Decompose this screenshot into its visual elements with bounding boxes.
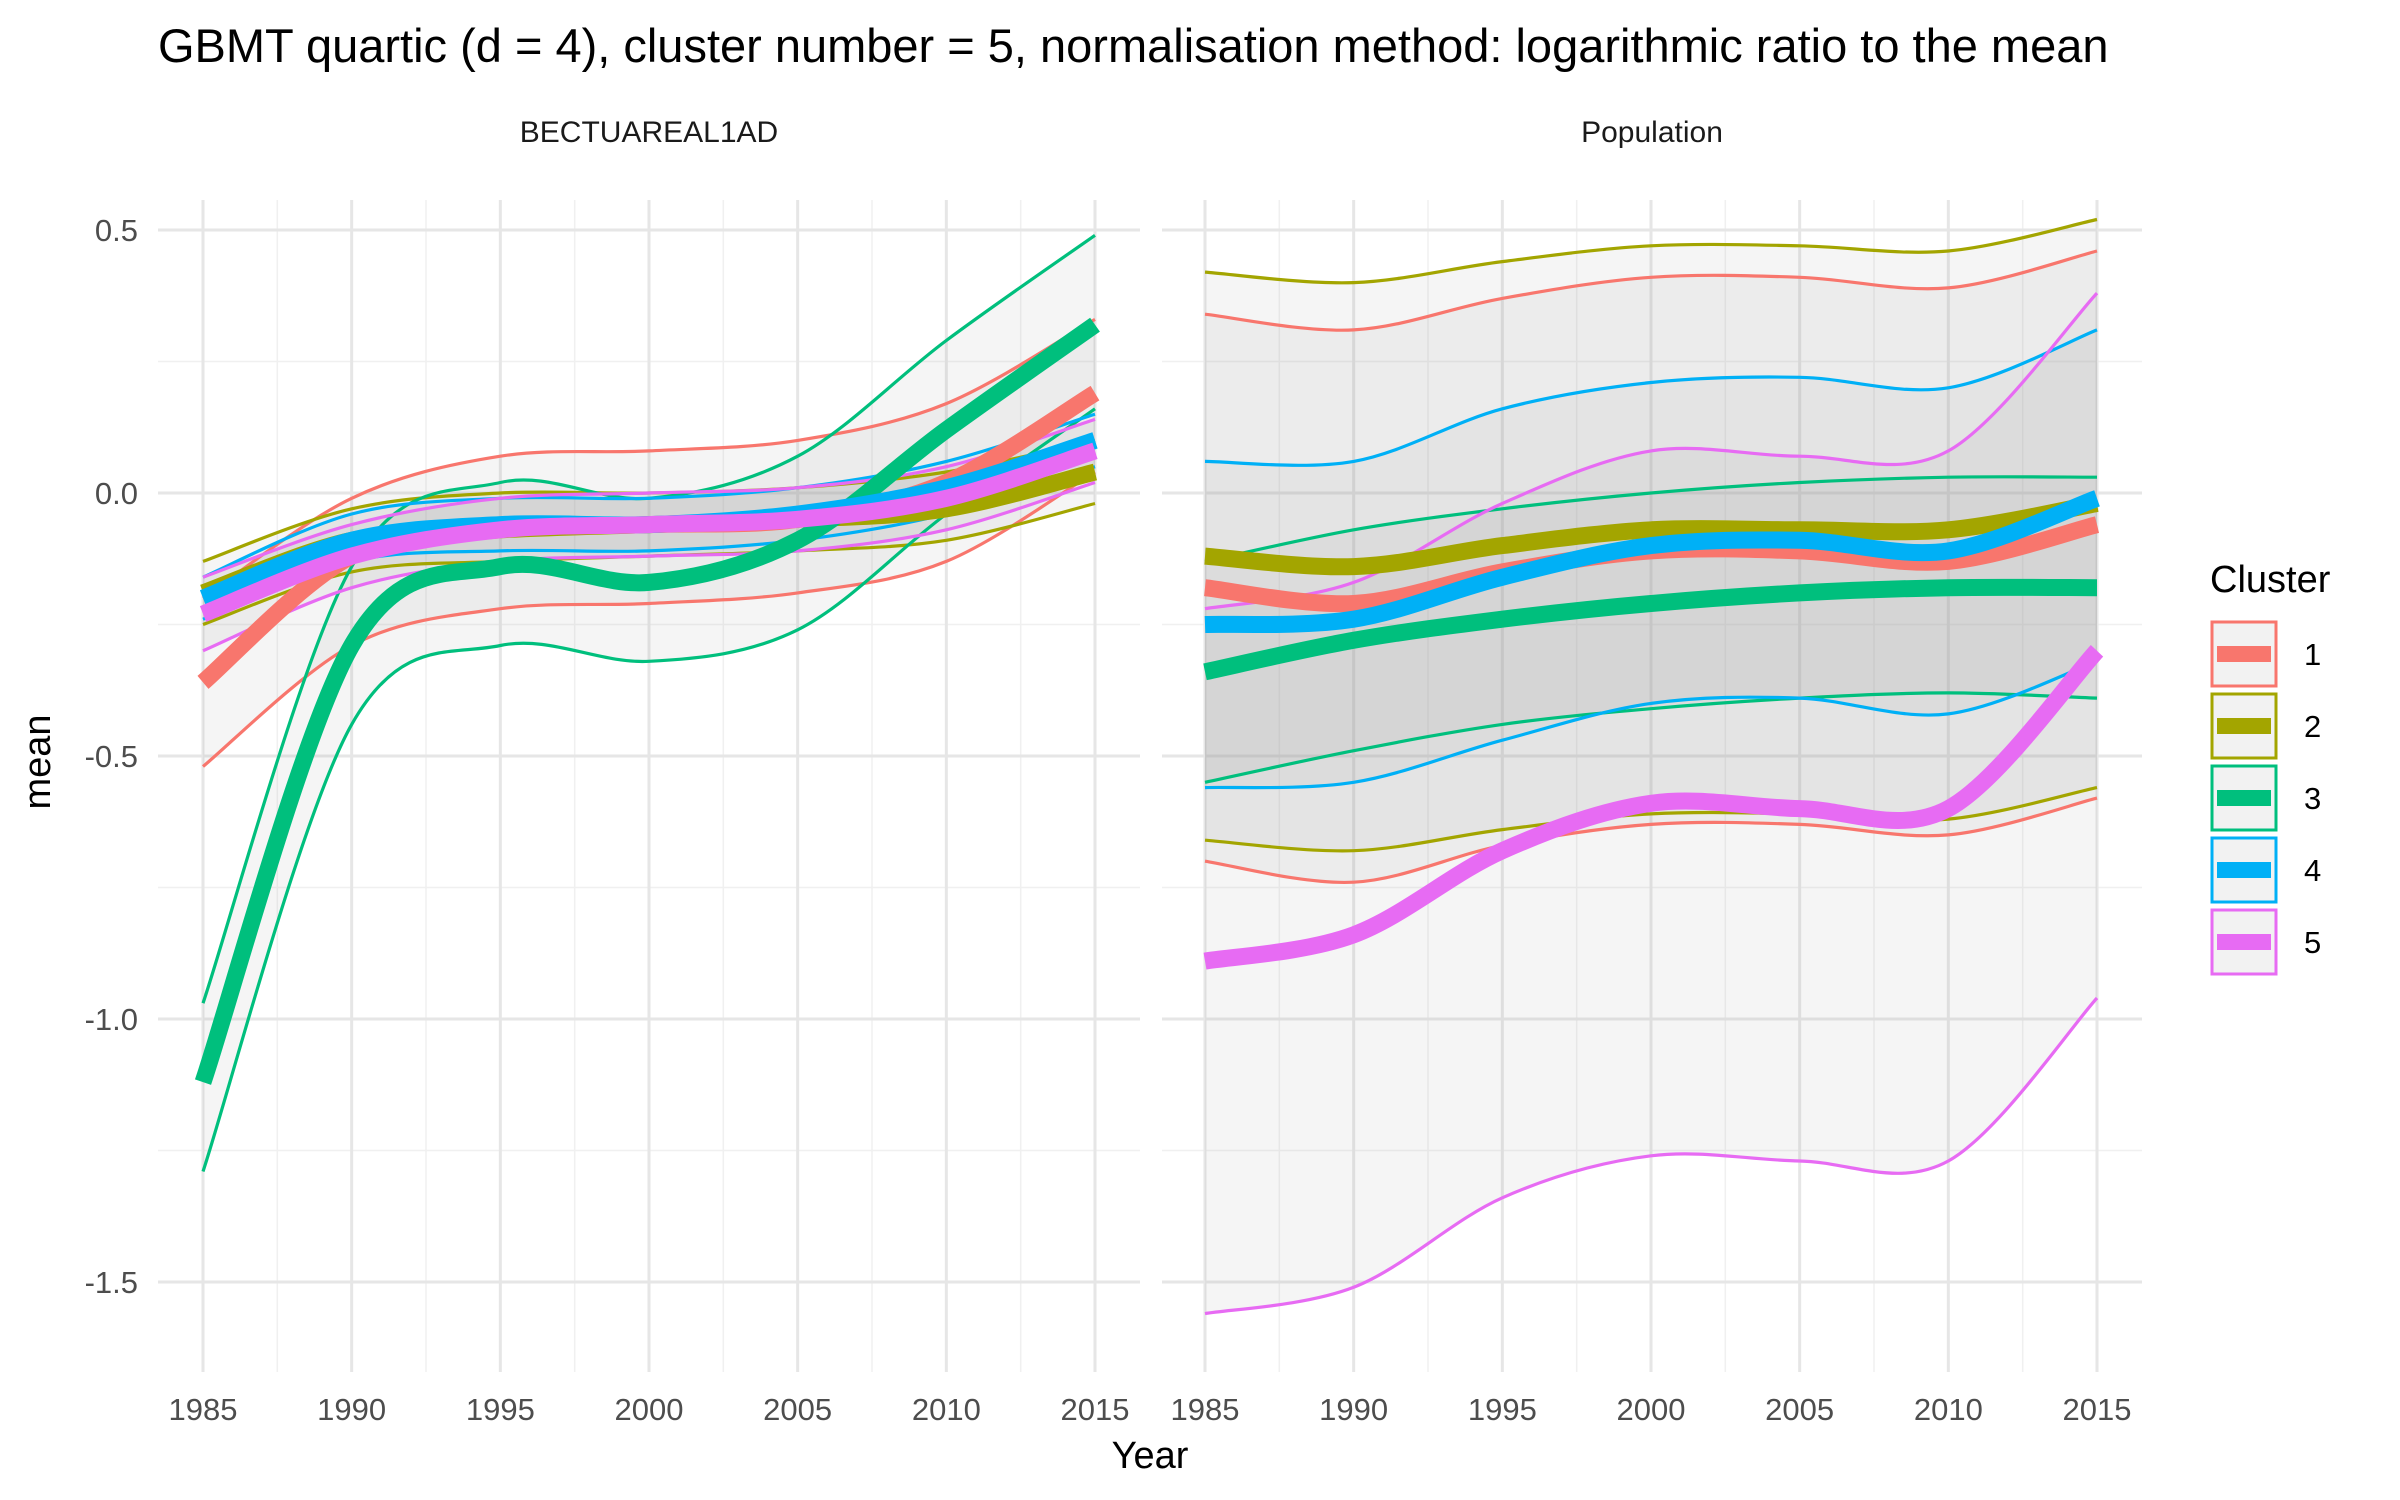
x-tick-label: 1990 bbox=[317, 1392, 386, 1427]
legend-label: 5 bbox=[2304, 925, 2321, 960]
upper-bound-cluster-2 bbox=[1204, 217, 2098, 285]
ribbon-cluster-1 bbox=[1205, 251, 2097, 883]
legend-item-2: 2 bbox=[2210, 692, 2321, 760]
upper-bound-cluster-5 bbox=[202, 417, 1096, 579]
panel-0: BECTUAREAL1AD 1985 1990 1995 2000 2005 2010 201… bbox=[158, 116, 1140, 1427]
legend: Cluster 1 2 3 4 5 bbox=[2210, 559, 2331, 976]
upper-bound-cluster-4 bbox=[202, 412, 1096, 579]
panel-strip-label: BECTUAREAL1AD bbox=[520, 116, 778, 149]
x-tick-label: 2010 bbox=[912, 1392, 981, 1427]
x-tick-label: 1985 bbox=[169, 1392, 238, 1427]
mean-line-cluster-4 bbox=[1204, 490, 2100, 634]
x-axis-title: Year bbox=[1112, 1435, 1189, 1477]
legend-label: 3 bbox=[2304, 781, 2321, 816]
x-tick-label: 2005 bbox=[1765, 1392, 1834, 1427]
ribbon-cluster-3 bbox=[203, 235, 1095, 1172]
lower-bound-cluster-5 bbox=[202, 480, 1096, 653]
legend-item-5: 5 bbox=[2210, 908, 2321, 976]
ribbon-cluster-1 bbox=[203, 319, 1095, 767]
legend-item-1: 1 bbox=[2210, 620, 2321, 688]
chart-title: GBMT quartic (d = 4), cluster number = 5… bbox=[158, 19, 2109, 72]
x-tick-label: 1995 bbox=[1468, 1392, 1537, 1427]
y-tick-label: 0.5 bbox=[95, 213, 138, 248]
mean-line-cluster-3 bbox=[1203, 578, 2098, 681]
grid bbox=[1162, 200, 2142, 1372]
panel-1: Population 1985 1990 1995 2000 2005 2010 2015 bbox=[1162, 116, 2142, 1427]
x-tick-label: 1990 bbox=[1319, 1392, 1388, 1427]
x-tick-label: 2000 bbox=[615, 1392, 684, 1427]
x-tick-label: 2015 bbox=[2063, 1392, 2132, 1427]
upper-bound-cluster-5 bbox=[1204, 292, 2099, 611]
x-tick-label: 1985 bbox=[1171, 1392, 1240, 1427]
ribbon-cluster-5 bbox=[203, 419, 1095, 651]
y-tick-label: -1.5 bbox=[85, 1265, 138, 1300]
lower-bound-cluster-1 bbox=[1204, 796, 2098, 885]
upper-bound-cluster-1 bbox=[1204, 249, 2098, 332]
lower-bound-cluster-3 bbox=[1204, 691, 2098, 784]
legend-item-4: 4 bbox=[2210, 836, 2321, 904]
y-tick-label: -0.5 bbox=[85, 739, 138, 774]
mean-line-cluster-2 bbox=[1204, 495, 2099, 576]
mean-line-cluster-5 bbox=[1203, 644, 2104, 970]
x-tick-label: 2000 bbox=[1617, 1392, 1686, 1427]
y-tick-label: -1.0 bbox=[85, 1002, 138, 1037]
lower-bound-cluster-5 bbox=[1204, 996, 2099, 1316]
mean-line-cluster-3 bbox=[194, 317, 1100, 1085]
x-tick-label: 2015 bbox=[1061, 1392, 1130, 1427]
legend-title: Cluster bbox=[2210, 559, 2331, 601]
legend-label: 1 bbox=[2304, 637, 2321, 672]
legend-item-3: 3 bbox=[2210, 764, 2321, 832]
x-tick-label: 2005 bbox=[763, 1392, 832, 1427]
mean-line-cluster-5 bbox=[199, 442, 1098, 622]
y-tick-label: 0.0 bbox=[95, 476, 138, 511]
upper-bound-cluster-4 bbox=[1204, 328, 2098, 467]
plot-area: BECTUAREAL1AD 1985 1990 1995 2000 2005 2010 201… bbox=[85, 116, 2142, 1427]
legend-label: 2 bbox=[2304, 709, 2321, 744]
x-tick-label: 1995 bbox=[466, 1392, 535, 1427]
x-tick-label: 2010 bbox=[1914, 1392, 1983, 1427]
upper-bound-cluster-3 bbox=[1204, 475, 2098, 563]
lower-bound-cluster-4 bbox=[1204, 659, 2098, 790]
lower-bound-cluster-2 bbox=[1204, 786, 2098, 853]
y-axis-title: mean bbox=[17, 714, 59, 809]
panel-strip-label: Population bbox=[1581, 116, 1723, 149]
legend-label: 4 bbox=[2304, 853, 2321, 888]
upper-bound-cluster-1 bbox=[202, 318, 1096, 600]
